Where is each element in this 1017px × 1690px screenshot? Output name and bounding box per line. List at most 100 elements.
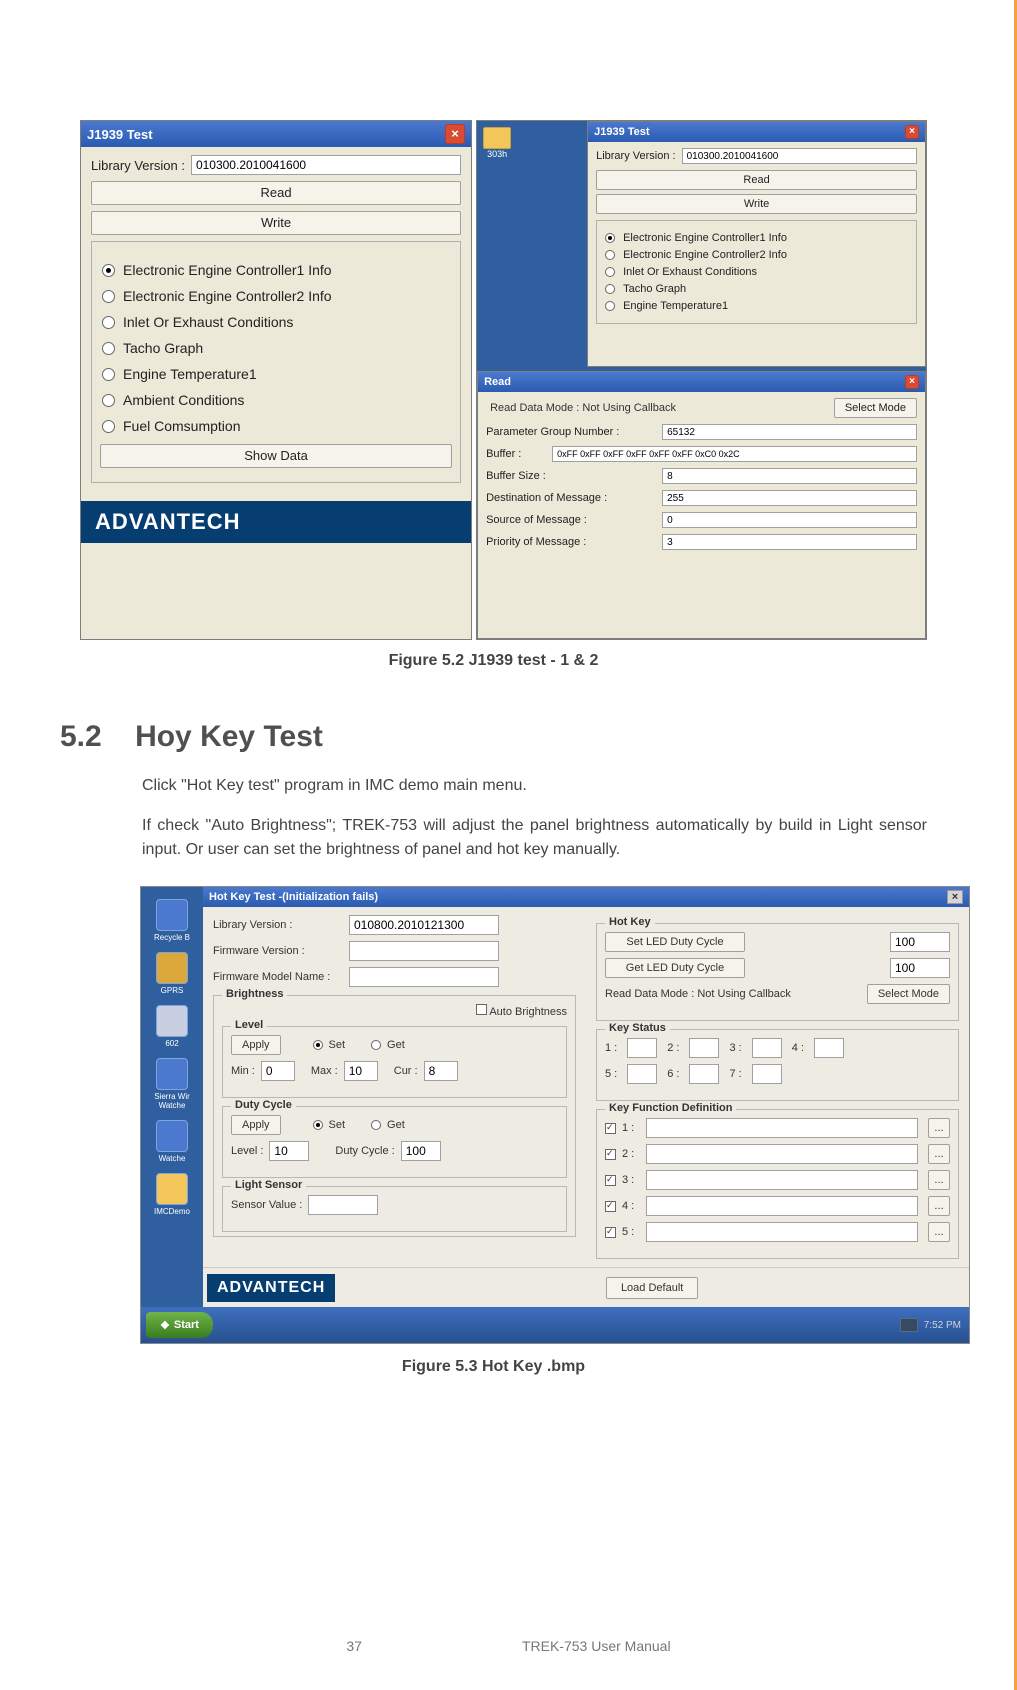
library-version-input[interactable] bbox=[682, 148, 917, 164]
field-input[interactable] bbox=[662, 424, 917, 440]
radio-option[interactable]: Ambient Conditions bbox=[102, 392, 450, 408]
fn-checkbox[interactable] bbox=[605, 1201, 616, 1212]
library-version-input[interactable] bbox=[191, 155, 461, 175]
fn-checkbox[interactable] bbox=[605, 1123, 616, 1134]
close-icon[interactable]: × bbox=[905, 375, 919, 389]
set-radio[interactable] bbox=[313, 1120, 323, 1130]
fn-label: 5 : bbox=[622, 1226, 634, 1238]
set-label: Set bbox=[329, 1039, 346, 1051]
auto-brightness-label: Auto Brightness bbox=[489, 1006, 567, 1018]
figure-5-3: Recycle B GPRS 602 Sierra Wir Watche Wat… bbox=[140, 886, 970, 1344]
set-led-input[interactable] bbox=[890, 932, 950, 952]
fn-browse-button[interactable]: ... bbox=[928, 1170, 950, 1190]
options-frame: Electronic Engine Controller1 Info Elect… bbox=[91, 241, 461, 483]
firmware-model-input[interactable] bbox=[349, 967, 499, 987]
radio-option[interactable]: Inlet Or Exhaust Conditions bbox=[605, 266, 908, 278]
read-button[interactable]: Read bbox=[91, 181, 461, 205]
min-input[interactable] bbox=[261, 1061, 295, 1081]
fn-browse-button[interactable]: ... bbox=[928, 1222, 950, 1242]
set-led-button[interactable]: Set LED Duty Cycle bbox=[605, 932, 745, 952]
read-mode-label: Read Data Mode : Not Using Callback bbox=[605, 988, 791, 1000]
status-input[interactable] bbox=[689, 1038, 719, 1058]
fn-input[interactable] bbox=[646, 1222, 918, 1242]
library-version-input[interactable] bbox=[349, 915, 499, 935]
write-button[interactable]: Write bbox=[596, 194, 917, 214]
field-input[interactable] bbox=[662, 512, 917, 528]
radio-option[interactable]: Inlet Or Exhaust Conditions bbox=[102, 314, 450, 330]
fn-input[interactable] bbox=[646, 1196, 918, 1216]
radio-option[interactable]: Engine Temperature1 bbox=[605, 300, 908, 312]
fn-browse-button[interactable]: ... bbox=[928, 1144, 950, 1164]
status-input[interactable] bbox=[627, 1064, 657, 1084]
max-input[interactable] bbox=[344, 1061, 378, 1081]
desktop-folder-icon[interactable]: 303h bbox=[483, 127, 511, 159]
duty-level-input[interactable] bbox=[269, 1141, 309, 1161]
recycle-bin-icon[interactable] bbox=[156, 899, 188, 931]
get-led-input[interactable] bbox=[890, 958, 950, 978]
fn-input[interactable] bbox=[646, 1144, 918, 1164]
radio-option[interactable]: Tacho Graph bbox=[605, 283, 908, 295]
max-label: Max : bbox=[311, 1065, 338, 1077]
radio-option[interactable]: Electronic Engine Controller1 Info bbox=[605, 232, 908, 244]
radio-option[interactable]: Fuel Comsumption bbox=[102, 418, 450, 434]
start-button[interactable]: ❖Start bbox=[146, 1312, 213, 1338]
level-group: Level Apply Set Get Min : bbox=[222, 1026, 567, 1098]
fn-checkbox[interactable] bbox=[605, 1175, 616, 1186]
load-default-button[interactable]: Load Default bbox=[606, 1277, 698, 1299]
duty-cycle-input[interactable] bbox=[401, 1141, 441, 1161]
fn-checkbox[interactable] bbox=[605, 1149, 616, 1160]
auto-brightness-checkbox[interactable] bbox=[476, 1004, 487, 1015]
status-input[interactable] bbox=[689, 1064, 719, 1084]
fn-input[interactable] bbox=[646, 1170, 918, 1190]
fn-checkbox[interactable] bbox=[605, 1227, 616, 1238]
get-radio[interactable] bbox=[371, 1120, 381, 1130]
hotkey-columns: Library Version : Firmware Version : Fir… bbox=[203, 907, 969, 1267]
duty-level-label: Level : bbox=[231, 1145, 263, 1157]
library-version-label: Library Version : bbox=[91, 158, 185, 173]
cur-input[interactable] bbox=[424, 1061, 458, 1081]
status-label: 4 : bbox=[792, 1042, 804, 1054]
status-input[interactable] bbox=[627, 1038, 657, 1058]
tray-icon[interactable] bbox=[900, 1318, 918, 1332]
get-led-button[interactable]: Get LED Duty Cycle bbox=[605, 958, 745, 978]
status-input[interactable] bbox=[752, 1038, 782, 1058]
close-icon[interactable]: × bbox=[445, 124, 465, 144]
sierra-icon[interactable] bbox=[156, 1058, 188, 1090]
fn-input[interactable] bbox=[646, 1118, 918, 1138]
apply-button[interactable]: Apply bbox=[231, 1035, 281, 1055]
field-input[interactable] bbox=[662, 468, 917, 484]
radio-option[interactable]: Electronic Engine Controller2 Info bbox=[605, 249, 908, 261]
wifi-icon[interactable] bbox=[156, 1005, 188, 1037]
status-label: 5 : bbox=[605, 1068, 617, 1080]
close-icon[interactable]: × bbox=[905, 125, 919, 139]
hotkey-group: Hot Key Set LED Duty Cycle Get LED Duty … bbox=[596, 923, 959, 1021]
write-button[interactable]: Write bbox=[91, 211, 461, 235]
status-input[interactable] bbox=[752, 1064, 782, 1084]
radio-option[interactable]: Electronic Engine Controller1 Info bbox=[102, 262, 450, 278]
group-title: Hot Key bbox=[605, 916, 655, 928]
get-radio[interactable] bbox=[371, 1040, 381, 1050]
apply-button[interactable]: Apply bbox=[231, 1115, 281, 1135]
fn-browse-button[interactable]: ... bbox=[928, 1118, 950, 1138]
show-data-button[interactable]: Show Data bbox=[100, 444, 452, 468]
field-input[interactable] bbox=[662, 490, 917, 506]
firmware-version-input[interactable] bbox=[349, 941, 499, 961]
figure-5-2-caption: Figure 5.2 J1939 test - 1 & 2 bbox=[60, 652, 927, 670]
set-radio[interactable] bbox=[313, 1040, 323, 1050]
fn-browse-button[interactable]: ... bbox=[928, 1196, 950, 1216]
select-mode-button[interactable]: Select Mode bbox=[867, 984, 950, 1004]
close-icon[interactable]: × bbox=[947, 890, 963, 904]
sensor-value-input[interactable] bbox=[308, 1195, 378, 1215]
select-mode-button[interactable]: Select Mode bbox=[834, 398, 917, 418]
field-input[interactable] bbox=[662, 534, 917, 550]
field-input[interactable] bbox=[552, 446, 917, 462]
watcher-icon[interactable] bbox=[156, 1120, 188, 1152]
radio-option[interactable]: Tacho Graph bbox=[102, 340, 450, 356]
read-button[interactable]: Read bbox=[596, 170, 917, 190]
desktop: Recycle B GPRS 602 Sierra Wir Watche Wat… bbox=[141, 887, 969, 1307]
gprs-icon[interactable] bbox=[156, 952, 188, 984]
imcdemo-icon[interactable] bbox=[156, 1173, 188, 1205]
status-input[interactable] bbox=[814, 1038, 844, 1058]
radio-option[interactable]: Electronic Engine Controller2 Info bbox=[102, 288, 450, 304]
radio-option[interactable]: Engine Temperature1 bbox=[102, 366, 450, 382]
